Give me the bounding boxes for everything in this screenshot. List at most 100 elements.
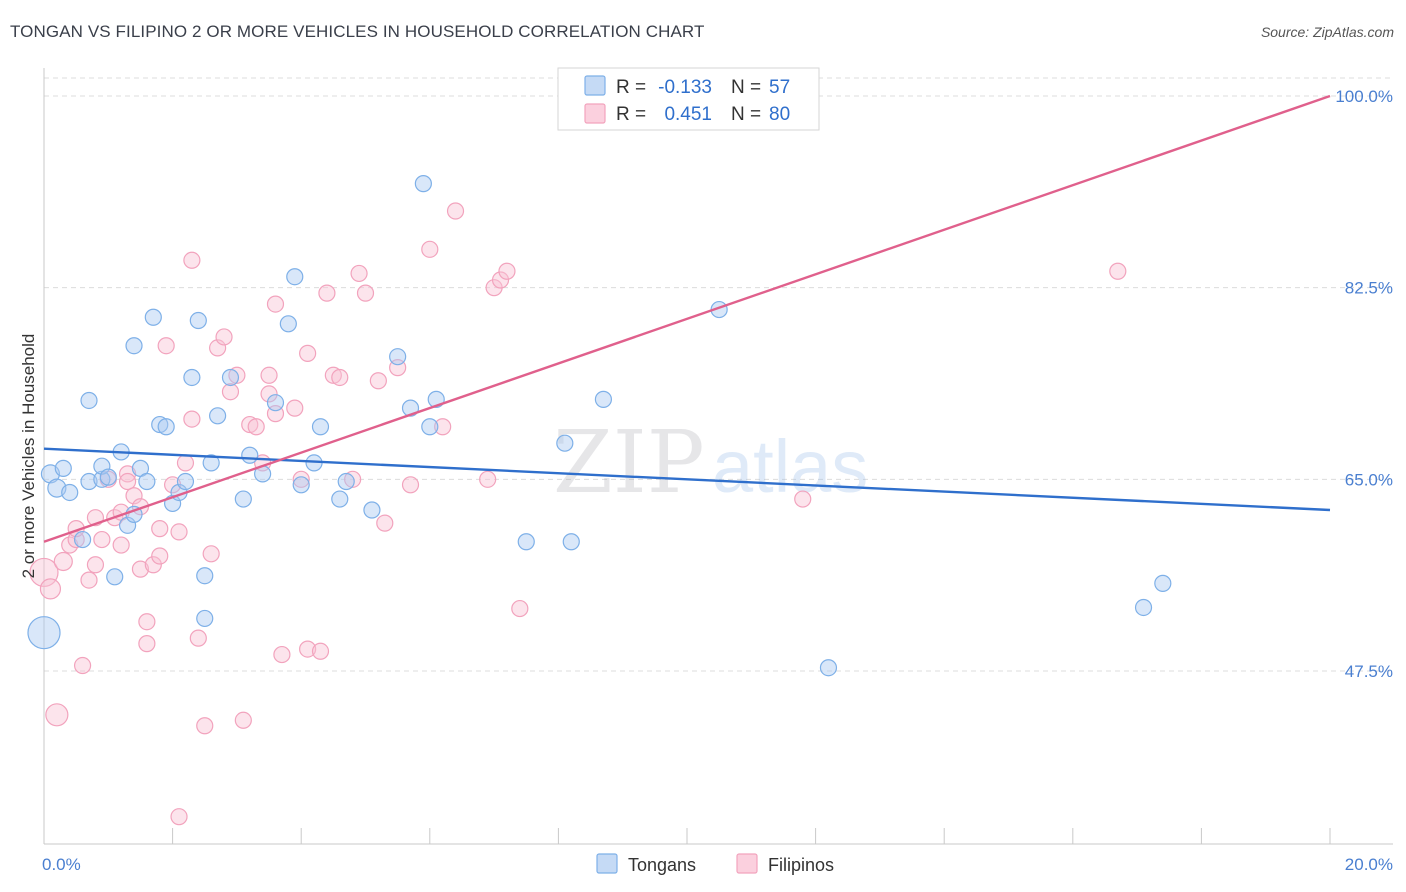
filipino-point	[209, 339, 227, 357]
y-tick-label: 65.0%	[1345, 470, 1393, 489]
tongan-point	[27, 616, 61, 650]
watermark-zip: ZIP	[553, 413, 705, 513]
filipino-point	[138, 613, 156, 631]
legend-n-value-filipinos: 80	[769, 104, 790, 125]
filipino-point	[479, 470, 497, 488]
legend-n-label-filipinos: N =	[731, 104, 761, 125]
tongan-point	[221, 368, 240, 387]
filipino-point	[170, 808, 188, 826]
filipino-point	[446, 202, 465, 220]
filipino-point	[794, 490, 812, 508]
filipino-point	[183, 410, 201, 428]
tongan-point	[311, 418, 330, 436]
filipino-point	[311, 642, 330, 660]
tongan-point	[99, 468, 117, 486]
tongan-point	[234, 490, 252, 508]
filipino-point	[183, 251, 201, 269]
filipino-point	[202, 545, 220, 563]
tongan-point	[292, 476, 310, 494]
filipino-point	[73, 656, 92, 675]
tongan-point	[118, 516, 137, 534]
tongan-point	[144, 308, 162, 326]
tongan-point	[176, 472, 195, 491]
filipino-point	[356, 284, 375, 302]
filipino-point	[215, 328, 233, 346]
tongan-point	[363, 501, 381, 519]
tongan-point	[1134, 598, 1153, 617]
tongan-point	[286, 268, 304, 286]
bottom-legend-label-tongans: Tongans	[628, 855, 696, 875]
legend-r-label-filipinos: R =	[616, 104, 646, 125]
filipino-point	[125, 487, 143, 505]
filipino-point	[350, 264, 368, 283]
tongan-point	[1154, 574, 1172, 592]
filipino-point	[331, 368, 349, 387]
y-tick-label: 47.5%	[1345, 662, 1393, 681]
filipino-point	[292, 470, 310, 488]
tongan-point	[209, 407, 227, 425]
y-tick-label: 100.0%	[1335, 87, 1393, 106]
x-tick-marks	[43, 828, 1331, 844]
legend-n-value-tongans: 57	[769, 77, 790, 98]
tongan-point	[80, 391, 98, 410]
bottom-legend-label-filipinos: Filipinos	[768, 855, 834, 875]
filipino-point	[421, 240, 439, 258]
legend-r-value-filipinos: 0.451	[664, 104, 712, 125]
filipino-point	[138, 635, 156, 653]
filipino-point	[151, 547, 169, 565]
filipino-point	[266, 295, 285, 313]
filipino-point	[228, 366, 246, 384]
watermark-atlas: atlas	[712, 425, 868, 508]
bottom-legend: Tongans Filipinos	[596, 853, 834, 875]
chart-title: TONGAN VS FILIPINO 2 OR MORE VEHICLES IN…	[10, 22, 705, 41]
filipino-point	[434, 418, 452, 436]
filipino-point	[45, 703, 69, 727]
x-tick-label-max: 20.0%	[1345, 855, 1393, 874]
filipino-point	[247, 418, 265, 436]
tongan-point	[125, 337, 143, 355]
tongan-point	[93, 470, 111, 488]
tongan-point	[556, 434, 574, 452]
filipino-point	[170, 523, 188, 541]
filipino-point	[273, 645, 291, 664]
tongan-point	[157, 418, 175, 436]
tongan-point	[241, 446, 259, 464]
filipino-point	[369, 372, 387, 390]
y-tick-labels: 47.5% 65.0% 82.5% 100.0%	[1335, 87, 1393, 681]
tongan-point	[279, 315, 297, 333]
axes	[43, 68, 1393, 845]
tongan-point	[73, 530, 92, 549]
tongan-point	[421, 418, 439, 436]
filipino-point	[324, 366, 342, 384]
filipino-point	[118, 472, 137, 491]
filipino-point	[498, 262, 516, 280]
legend-swatch-tongans	[584, 75, 606, 96]
filipino-point	[157, 337, 175, 355]
tongan-point	[266, 394, 285, 412]
tongan-point	[54, 459, 72, 477]
filipino-point	[144, 556, 162, 574]
legend-box: R = -0.133 N = 57 R = 0.451 N = 80	[557, 67, 820, 131]
tongan-point	[189, 311, 207, 330]
tongan-point	[562, 533, 580, 551]
filipino-point	[196, 717, 214, 735]
tongan-point	[819, 659, 838, 677]
tongan-point	[414, 175, 432, 193]
tongan-point	[80, 472, 98, 491]
gridlines	[44, 77, 1393, 672]
tongan-point	[594, 390, 613, 408]
bottom-legend-swatch-tongans	[596, 853, 618, 874]
legend-r-value-tongans: -0.133	[658, 77, 712, 98]
watermark: ZIP atlas	[553, 413, 868, 513]
filipinos-trend-line	[43, 94, 1331, 543]
filipino-point	[299, 640, 317, 658]
tongan-point	[337, 472, 355, 491]
filipino-point	[344, 470, 362, 488]
filipino-point	[260, 385, 278, 403]
filipino-point	[241, 415, 259, 434]
filipino-point	[189, 629, 207, 647]
tongan-point	[93, 457, 111, 475]
tongan-point	[331, 490, 349, 508]
tongan-point	[202, 454, 220, 472]
tongan-point	[138, 472, 156, 491]
